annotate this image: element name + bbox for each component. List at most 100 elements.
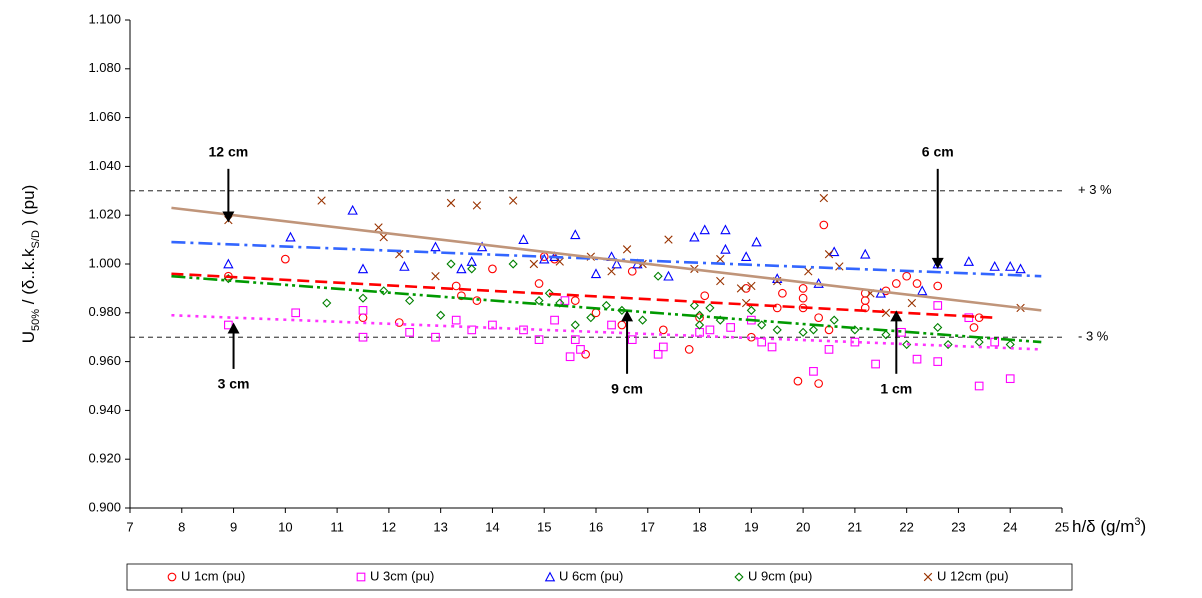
point [1005, 339, 1015, 350]
point [431, 332, 440, 342]
point [456, 263, 467, 274]
point [508, 196, 518, 205]
point [317, 196, 326, 205]
point [358, 306, 368, 315]
x-tick-label: 10 [278, 519, 292, 534]
point [684, 345, 694, 354]
point [544, 288, 554, 298]
point [1015, 263, 1026, 274]
point [488, 264, 497, 274]
point [694, 310, 705, 320]
x-tick-label: 17 [641, 519, 655, 534]
point [565, 352, 575, 362]
point [974, 381, 984, 391]
y-tick-label: 1.000 [88, 255, 121, 270]
point [1005, 374, 1015, 384]
x-tick-label: 7 [126, 519, 133, 534]
point [653, 271, 663, 281]
point [912, 279, 922, 288]
x-tick-label: 23 [951, 519, 965, 534]
point [627, 266, 637, 276]
point [689, 231, 700, 242]
point [322, 298, 332, 308]
y-tick-label: 1.100 [88, 11, 121, 26]
point [518, 234, 529, 244]
y-tick-label: 0.960 [88, 353, 121, 368]
annotation-label: 3 cm [218, 376, 250, 392]
point [357, 263, 369, 274]
x-tick-label: 9 [230, 519, 237, 534]
point [280, 254, 290, 264]
y-tick-label: 0.920 [88, 451, 121, 466]
point [356, 572, 366, 582]
point [798, 293, 808, 303]
point [881, 308, 891, 317]
point [529, 259, 539, 269]
x-tick-label: 22 [899, 519, 913, 534]
point [720, 224, 731, 235]
point [778, 288, 787, 298]
point [933, 281, 943, 291]
point [358, 313, 368, 323]
reference-label: - 3 % [1078, 329, 1109, 344]
label-part: U [19, 331, 38, 343]
point [560, 296, 570, 305]
point [1005, 260, 1016, 271]
point [923, 572, 933, 582]
point [466, 256, 477, 266]
point [347, 204, 358, 215]
point [808, 325, 819, 335]
point [436, 310, 446, 320]
point [700, 291, 710, 301]
legend-label: U 9cm (pu) [748, 568, 812, 583]
point [912, 354, 922, 364]
point [607, 320, 616, 330]
point [591, 308, 601, 318]
y-tick-label: 0.980 [88, 304, 121, 319]
point [974, 337, 984, 347]
point [746, 305, 756, 315]
point [467, 325, 477, 335]
point [772, 325, 782, 335]
point [534, 296, 544, 306]
point [989, 260, 1000, 271]
y-tick-label: 1.080 [88, 60, 121, 75]
y-tick-label: 0.900 [88, 499, 121, 514]
x-tick-label: 20 [796, 519, 810, 534]
x-tick-label: 12 [382, 519, 396, 534]
point [943, 339, 953, 350]
point [379, 286, 389, 296]
point [663, 270, 674, 281]
annotation-label: 9 cm [611, 381, 643, 397]
arrow-head [890, 310, 903, 322]
point [740, 251, 752, 262]
point [757, 337, 767, 347]
point [881, 330, 891, 340]
point [933, 357, 943, 366]
point [726, 323, 735, 332]
point [916, 285, 928, 296]
point [627, 335, 637, 344]
point [534, 335, 544, 344]
point [638, 315, 648, 325]
point [757, 320, 767, 330]
point [291, 308, 301, 318]
point [694, 320, 705, 330]
point [772, 303, 782, 313]
annotation-label: 12 cm [209, 144, 249, 160]
x-tick-label: 13 [433, 519, 447, 534]
point [747, 281, 756, 291]
arrow-head [621, 310, 634, 322]
point [472, 296, 482, 305]
point [430, 241, 441, 252]
point [933, 301, 943, 310]
point [622, 245, 632, 254]
point [819, 220, 829, 230]
point [809, 367, 818, 376]
point [705, 303, 715, 313]
point [617, 320, 627, 330]
legend-label: U 12cm (pu) [937, 568, 1009, 583]
point [607, 267, 616, 276]
point [508, 259, 518, 269]
